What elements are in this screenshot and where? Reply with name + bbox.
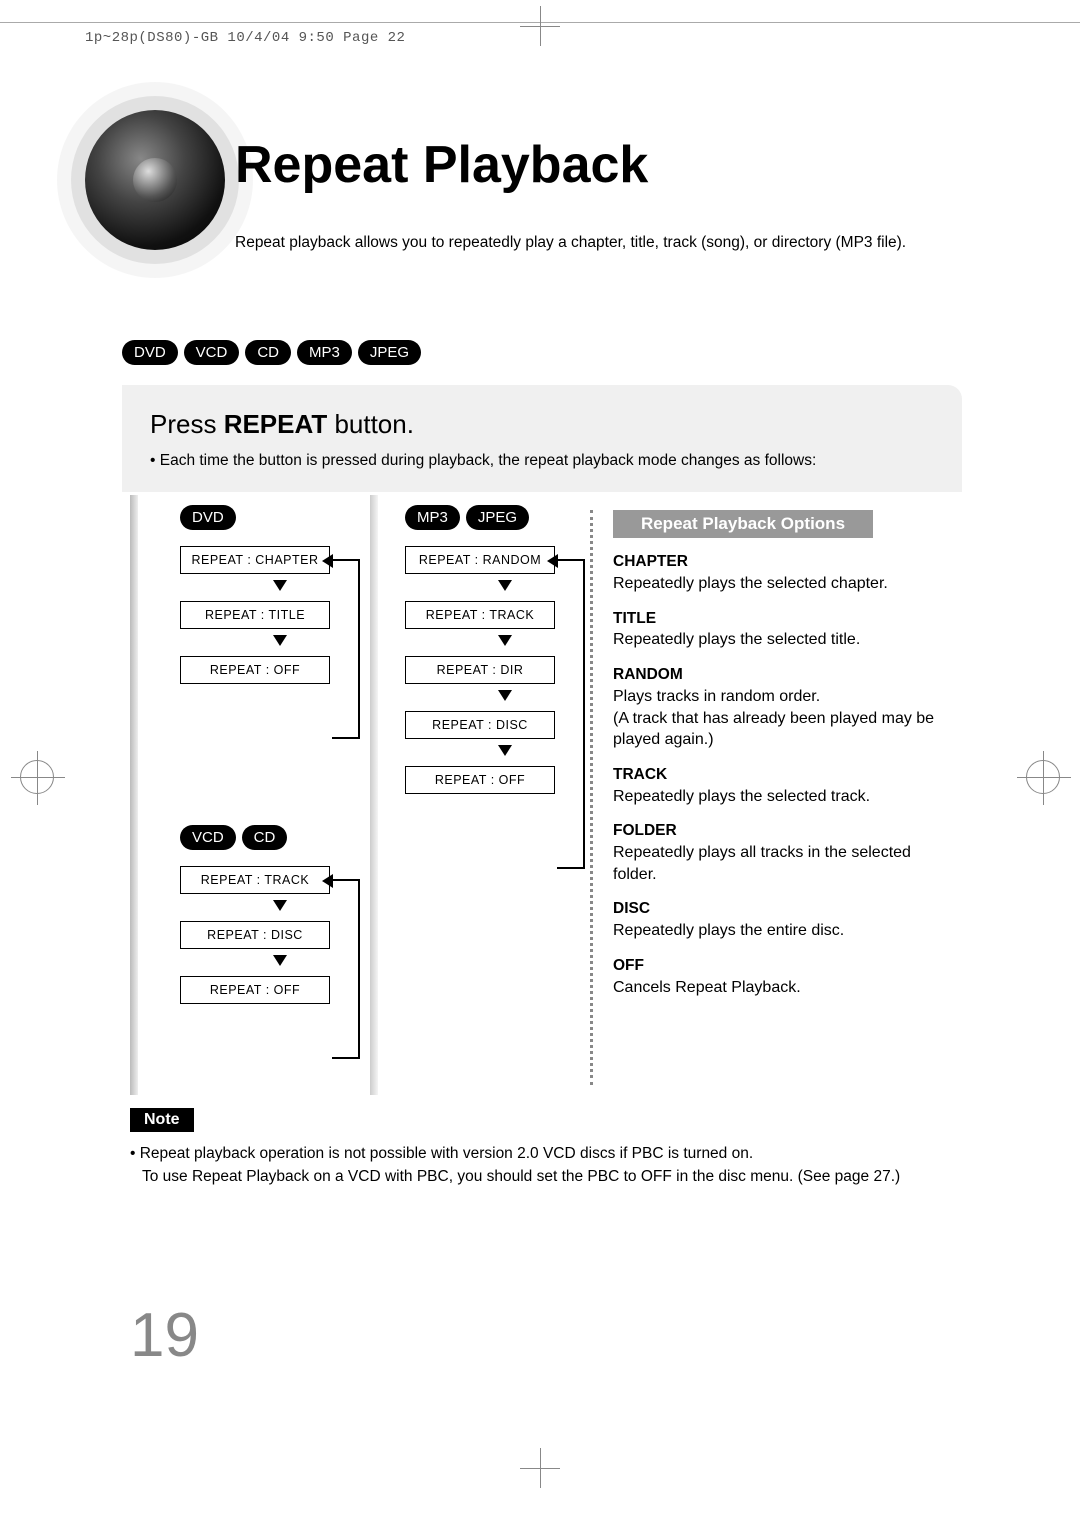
note-list: • Repeat playback operation is not possi… (130, 1142, 960, 1189)
note-box: Note • Repeat playback operation is not … (130, 1108, 960, 1189)
flow-pill: VCD (180, 825, 236, 850)
arrow-down-icon (498, 580, 512, 591)
flow-step: REPEAT : CHAPTER (180, 546, 330, 574)
loop-arrow (557, 559, 585, 869)
flow-mp3-jpeg: MP3 JPEG REPEAT : RANDOM REPEAT : TRACK … (405, 505, 605, 800)
option-item: TITLE Repeatedly plays the selected titl… (613, 609, 950, 652)
arrow-down-icon (498, 635, 512, 646)
flow-step: REPEAT : TITLE (180, 601, 330, 629)
option-item: RANDOM Plays tracks in random order. (A … (613, 665, 950, 751)
option-label: TRACK (613, 765, 950, 786)
format-pill: CD (245, 340, 291, 365)
flow-step: REPEAT : TRACK (180, 866, 330, 894)
note-tag: Note (130, 1108, 194, 1132)
flow-step: REPEAT : DISC (405, 711, 555, 739)
flow-step: REPEAT : DISC (180, 921, 330, 949)
flow-pill: CD (242, 825, 288, 850)
options-header: Repeat Playback Options (613, 510, 873, 538)
flow-step: REPEAT : DIR (405, 656, 555, 684)
option-item: FOLDER Repeatedly plays all tracks in th… (613, 821, 950, 885)
loop-arrow (332, 559, 360, 739)
option-item: CHAPTER Repeatedly plays the selected ch… (613, 552, 950, 595)
option-item: DISC Repeatedly plays the entire disc. (613, 899, 950, 942)
arrow-down-icon (498, 690, 512, 701)
arrow-down-icon (498, 745, 512, 756)
option-label: DISC (613, 899, 950, 920)
options-column: Repeat Playback Options CHAPTER Repeated… (590, 510, 950, 1085)
option-label: FOLDER (613, 821, 950, 842)
format-pill: MP3 (297, 340, 352, 365)
note-line: • Repeat playback operation is not possi… (130, 1142, 960, 1165)
arrow-down-icon (273, 955, 287, 966)
crop-mark-left (20, 760, 54, 794)
option-desc: Repeatedly plays the selected chapter. (613, 575, 888, 592)
flow-step: REPEAT : TRACK (405, 601, 555, 629)
option-desc: Plays tracks in random order. (A track t… (613, 688, 934, 748)
flow-vcd-cd: VCD CD REPEAT : TRACK REPEAT : DISC REPE… (180, 825, 380, 1010)
left-rule (130, 495, 138, 1095)
option-desc: Cancels Repeat Playback. (613, 979, 801, 996)
format-pill: JPEG (358, 340, 421, 365)
option-desc: Repeatedly plays the selected title. (613, 631, 860, 648)
option-desc: Repeatedly plays the entire disc. (613, 922, 844, 939)
option-label: TITLE (613, 609, 950, 630)
flow-dvd: DVD REPEAT : CHAPTER REPEAT : TITLE REPE… (180, 505, 380, 690)
instruction-detail: • Each time the button is pressed during… (150, 452, 934, 470)
arrow-down-icon (273, 900, 287, 911)
instruction-heading: Press REPEAT button. (150, 409, 934, 440)
instruction-block: Press REPEAT button. • Each time the but… (122, 385, 962, 492)
option-desc: Repeatedly plays the selected track. (613, 788, 870, 805)
option-label: OFF (613, 956, 950, 977)
flow-step: REPEAT : OFF (180, 976, 330, 1004)
arrow-down-icon (273, 635, 287, 646)
flow-step: REPEAT : RANDOM (405, 546, 555, 574)
page-subtitle: Repeat playback allows you to repeatedly… (235, 234, 906, 252)
page-number: 19 (130, 1300, 199, 1371)
note-line: To use Repeat Playback on a VCD with PBC… (130, 1165, 960, 1188)
instruction-suffix: button. (327, 409, 414, 439)
flow-step: REPEAT : OFF (405, 766, 555, 794)
flow-pill: DVD (180, 505, 236, 530)
option-item: OFF Cancels Repeat Playback. (613, 956, 950, 999)
format-pill-row: DVD VCD CD MP3 JPEG (122, 340, 421, 365)
loop-arrow (332, 879, 360, 1059)
flow-step: REPEAT : OFF (180, 656, 330, 684)
instruction-prefix: Press (150, 409, 224, 439)
instruction-bold: REPEAT (224, 409, 328, 439)
option-desc: Repeatedly plays all tracks in the selec… (613, 844, 911, 883)
print-header: 1p~28p(DS80)-GB 10/4/04 9:50 Page 22 (85, 30, 405, 46)
option-label: RANDOM (613, 665, 950, 686)
diagram-area: DVD REPEAT : CHAPTER REPEAT : TITLE REPE… (130, 495, 960, 1095)
speaker-graphic (55, 80, 255, 280)
format-pill: VCD (184, 340, 240, 365)
arrow-down-icon (273, 580, 287, 591)
flow-pill: JPEG (466, 505, 529, 530)
page-title: Repeat Playback (235, 135, 648, 195)
flow-pill: MP3 (405, 505, 460, 530)
option-item: TRACK Repeatedly plays the selected trac… (613, 765, 950, 808)
format-pill: DVD (122, 340, 178, 365)
option-label: CHAPTER (613, 552, 950, 573)
crop-mark-right (1026, 760, 1060, 794)
